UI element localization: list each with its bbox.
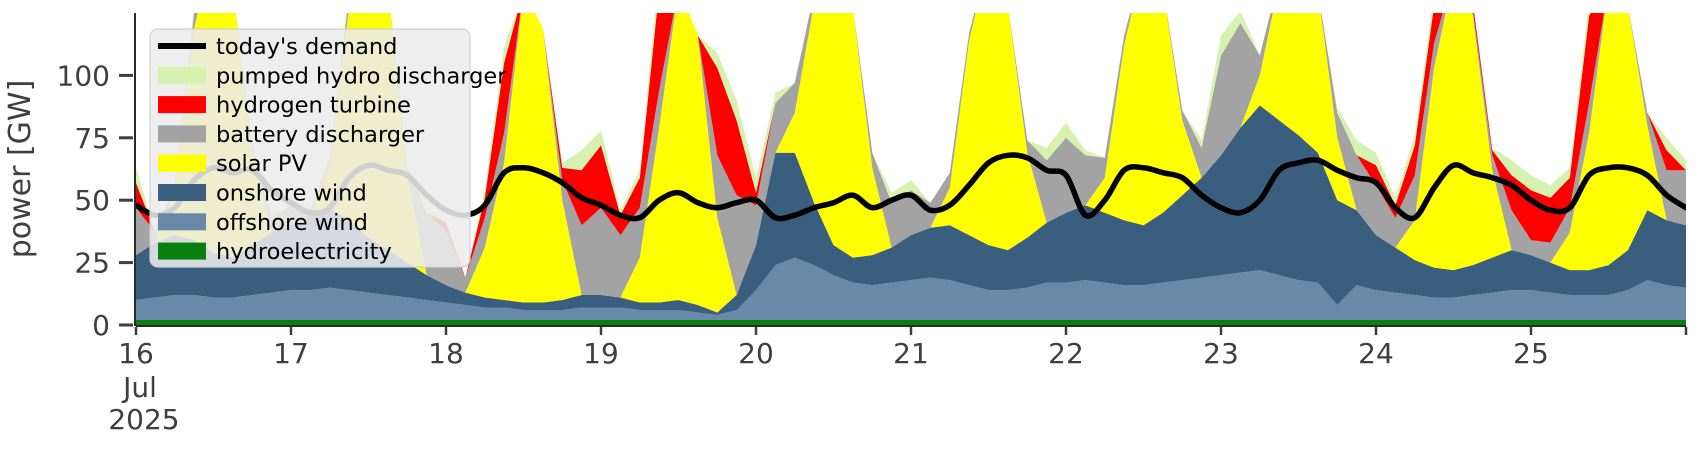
legend-swatch-hydrogen-turbine — [158, 96, 206, 114]
area-onshore-wind — [136, 105, 1686, 316]
legend-label-today-s-demand: today's demand — [216, 34, 397, 60]
legend-swatch-pumped-hydro-discharger — [158, 66, 206, 84]
x-tick-label: 24 — [1358, 337, 1394, 370]
x-tick-label: 18 — [428, 337, 464, 370]
legend-label-hydrogen-turbine: hydrogen turbine — [216, 93, 411, 119]
y-tick-label: 0 — [92, 309, 110, 342]
area-solar-pv — [136, 13, 1686, 313]
legend-label-hydroelectricity: hydroelectricity — [216, 239, 392, 265]
legend-swatch-hydroelectricity — [158, 242, 206, 260]
y-tick-label: 75 — [74, 122, 110, 155]
legend-swatch-offshore-wind — [158, 213, 206, 231]
y-tick-label: 50 — [74, 184, 110, 217]
y-tick-label: 25 — [74, 247, 110, 280]
legend-box — [149, 28, 471, 268]
legend-swatch-battery-discharger — [158, 125, 206, 143]
x-tick-label: 25 — [1513, 337, 1549, 370]
x-tick-label: 17 — [273, 337, 309, 370]
x-axis-month-label: Jul — [121, 371, 157, 404]
legend-label-pumped-hydro-discharger: pumped hydro discharger — [216, 63, 507, 89]
x-tick-label: 16 — [118, 337, 154, 370]
legend-swatch-onshore-wind — [158, 184, 206, 201]
y-axis-title: power [GW] — [3, 80, 38, 259]
area-hydroelectricity — [136, 320, 1686, 325]
x-axis-year-label: 2025 — [108, 403, 179, 436]
legend-label-onshore-wind: onshore wind — [216, 181, 367, 207]
x-tick-label: 19 — [583, 337, 619, 370]
x-tick-label: 21 — [893, 337, 929, 370]
x-tick-label: 23 — [1203, 337, 1239, 370]
y-tick-label: 100 — [57, 59, 110, 92]
area-offshore-wind — [136, 257, 1686, 320]
legend-swatch-solar-pv — [158, 154, 206, 172]
legend-label-offshore-wind: offshore wind — [216, 210, 368, 236]
legend-label-battery-discharger: battery discharger — [216, 122, 425, 148]
legend-label-solar-pv: solar PV — [216, 151, 307, 177]
x-tick-label: 22 — [1048, 337, 1084, 370]
x-tick-label: 20 — [738, 337, 774, 370]
